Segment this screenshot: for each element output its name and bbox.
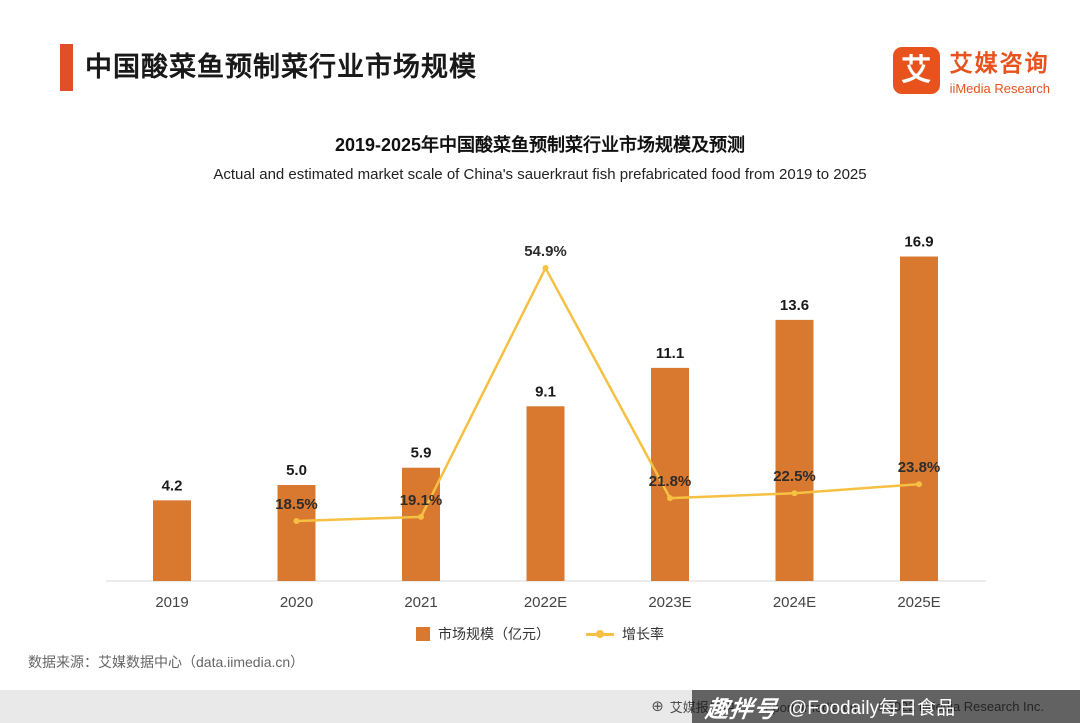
title-accent-bar <box>60 44 73 91</box>
svg-text:5.9: 5.9 <box>411 445 432 462</box>
watermark-account: @Foodaily每日食品 <box>788 698 956 719</box>
watermark-banner: 趣拌号 @Foodaily每日食品 <box>692 690 1080 723</box>
legend-label-growth-rate: 增长率 <box>622 626 664 642</box>
svg-text:2025E: 2025E <box>897 594 940 611</box>
bar-series-swatch <box>416 627 430 641</box>
svg-text:2023E: 2023E <box>648 594 691 611</box>
svg-text:2024E: 2024E <box>773 594 816 611</box>
line-series-swatch <box>586 630 614 638</box>
svg-text:2022E: 2022E <box>524 594 567 611</box>
svg-text:19.1%: 19.1% <box>400 492 443 509</box>
svg-text:13.6: 13.6 <box>780 297 809 314</box>
chart-legend: 市场规模（亿元） 增长率 <box>0 624 1080 644</box>
svg-text:2021: 2021 <box>404 594 437 611</box>
globe-icon: ⊕ <box>651 698 664 715</box>
svg-text:22.5%: 22.5% <box>773 468 816 485</box>
svg-text:16.9: 16.9 <box>904 234 933 251</box>
svg-text:5.0: 5.0 <box>286 462 307 479</box>
svg-text:11.1: 11.1 <box>656 345 684 362</box>
legend-item-market-scale: 市场规模（亿元） <box>416 624 550 644</box>
data-source-note: 数据来源：艾媒数据中心（data.iimedia.cn） <box>28 654 305 670</box>
logo-subtitle: iiMedia Research <box>949 81 1050 96</box>
iimedia-logo: 艾 艾媒咨询 iiMedia Research <box>892 44 1050 96</box>
page-title: 中国酸菜鱼预制菜行业市场规模 <box>85 52 477 82</box>
watermark-brand-logo: 趣拌号 <box>703 695 780 722</box>
svg-text:2020: 2020 <box>280 594 313 611</box>
svg-text:54.9%: 54.9% <box>524 243 567 260</box>
svg-text:4.2: 4.2 <box>162 477 183 494</box>
svg-text:2019: 2019 <box>155 594 188 611</box>
legend-label-market-scale: 市场规模（亿元） <box>438 626 550 642</box>
svg-text:21.8%: 21.8% <box>649 473 692 490</box>
svg-text:23.8%: 23.8% <box>898 459 941 476</box>
svg-text:9.1: 9.1 <box>535 383 556 400</box>
chart-title: 2019-2025年中国酸菜鱼预制菜行业市场规模及预测 <box>334 135 746 155</box>
svg-text:18.5%: 18.5% <box>275 496 318 513</box>
iimedia-logo-icon: 艾 <box>892 46 940 94</box>
bar-line-chart: 4.2 5.0 5.9 9.1 11.1 13.6 16.9 18.5% 19.1% 54.9% 2… <box>106 234 986 611</box>
logo-name: 艾媒咨询 <box>949 50 1050 76</box>
chart-subtitle: Actual and estimated market scale of Chi… <box>213 166 867 183</box>
legend-item-growth-rate: 增长率 <box>586 624 664 644</box>
logo-text: 艾媒咨询 iiMedia Research <box>950 44 1050 96</box>
